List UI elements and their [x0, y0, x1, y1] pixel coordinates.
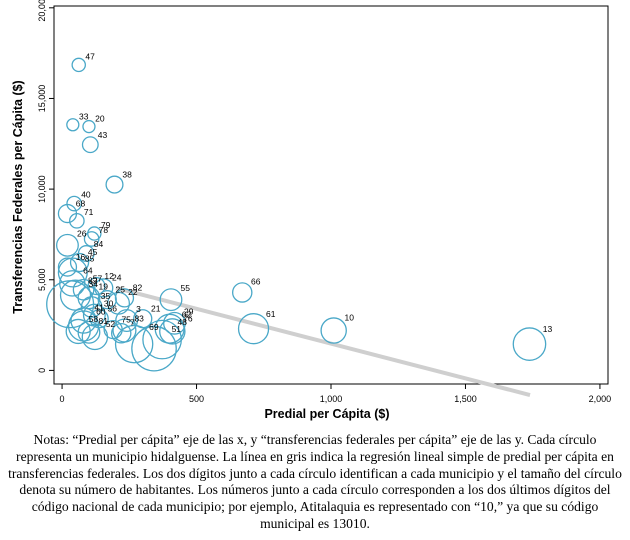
point-label: 13 — [543, 324, 553, 334]
data-point — [57, 257, 88, 288]
regression-line — [115, 285, 531, 397]
point-label: 22 — [128, 287, 138, 297]
scatter-chart: 0 500 1,000 1,500 2,000 0 5,000 10,000 15,000 20,… — [11, 0, 611, 421]
point-label: 40 — [81, 190, 91, 200]
point-label: 82 — [133, 283, 143, 293]
point-label: 55 — [181, 283, 191, 293]
point-label: 66 — [251, 277, 261, 287]
point-label: 12 — [104, 271, 114, 281]
point-label: 43 — [98, 130, 108, 140]
x-tick-label: 0 — [60, 394, 65, 404]
data-point — [77, 320, 101, 344]
point-label: 30 — [104, 299, 114, 309]
point-label: 81 — [99, 316, 109, 326]
data-point — [81, 136, 99, 154]
y-axis-label: Transferencias Federales per Cápita ($) — [11, 80, 25, 313]
point-label: 16 — [76, 252, 86, 262]
point-label: 24 — [112, 273, 122, 283]
data-point — [131, 325, 177, 372]
data-point — [57, 257, 78, 277]
point-label: 7 — [130, 318, 135, 328]
data-point — [82, 119, 96, 134]
plot-area: 0 500 1,000 1,500 2,000 0 5,000 10,000 15,000 20,… — [37, 0, 611, 404]
data-point — [72, 278, 95, 301]
data-point — [94, 278, 114, 298]
point-label: 75 — [121, 314, 131, 324]
point-label: 48 — [178, 317, 188, 327]
data-point — [97, 290, 117, 310]
data-point — [110, 322, 132, 344]
data-point — [159, 318, 186, 345]
point-label: 38 — [122, 170, 132, 180]
data-point — [105, 175, 124, 194]
data-point — [66, 195, 83, 212]
point-label: 34 — [89, 279, 99, 289]
data-point — [103, 319, 123, 340]
point-label: 71 — [84, 207, 94, 217]
point-label: 52 — [106, 319, 116, 329]
data-point — [163, 311, 186, 335]
data-point — [87, 226, 102, 241]
point-label: 20 — [95, 113, 105, 123]
data-point — [69, 252, 90, 273]
y-tick-label: 10,000 — [37, 175, 47, 203]
data-point — [89, 309, 109, 329]
point-label: 33 — [79, 112, 89, 122]
data-point — [237, 313, 270, 345]
point-label: 21 — [151, 303, 161, 313]
point-label: 83 — [134, 314, 144, 324]
point-label: 61 — [266, 309, 276, 319]
point-label: 45 — [88, 247, 98, 257]
data-point — [87, 277, 106, 296]
point-label: 26 — [77, 229, 87, 239]
point-label: 29 — [184, 307, 194, 317]
x-axis-label: Predial per Cápita ($) — [264, 407, 389, 421]
data-point — [65, 318, 91, 345]
point-label: 82 — [88, 276, 98, 286]
y-tick-label: 0 — [37, 368, 47, 373]
data-point — [59, 270, 86, 297]
x-tick-label: 1,000 — [320, 394, 343, 404]
data-point — [55, 233, 79, 257]
point-label: 25 — [116, 284, 126, 294]
point-label: 56 — [107, 303, 117, 313]
point-label: 69 — [149, 322, 159, 332]
data-point — [232, 282, 253, 303]
y-tick-label: 5,000 — [37, 268, 47, 291]
data-point — [320, 317, 347, 344]
data-point — [69, 212, 85, 229]
point-label: 19 — [99, 281, 109, 291]
y-tick-label: 15,000 — [37, 85, 47, 113]
data-point — [133, 309, 153, 329]
point-label: 78 — [99, 225, 109, 235]
point-label: 76 — [183, 314, 193, 324]
point-label: 60 — [96, 306, 106, 316]
data-point — [512, 327, 547, 361]
point-label: 85 — [85, 253, 95, 263]
data-point — [71, 57, 86, 73]
x-tick-label: 1,500 — [454, 394, 477, 404]
data-point — [77, 245, 95, 262]
x-tick-label: 2,000 — [589, 394, 612, 404]
point-label: 57 — [93, 274, 103, 284]
point-label: 51 — [172, 324, 182, 334]
figure-notes: Notas: “Predial per cápita” eje de las x… — [8, 432, 622, 531]
point-label: 41 — [94, 303, 104, 313]
point-label: 62 — [182, 310, 192, 320]
point-label: 35 — [101, 291, 111, 301]
point-label: 3 — [136, 304, 141, 314]
data-point — [159, 288, 183, 312]
point-label: 10 — [345, 313, 355, 323]
point-label: 84 — [94, 239, 104, 249]
point-label: 68 — [76, 198, 86, 208]
point-label: 58 — [89, 314, 99, 324]
plot-frame — [53, 5, 609, 385]
point-label: 79 — [101, 220, 111, 230]
point-label: 47 — [85, 51, 95, 61]
x-tick-label: 500 — [189, 394, 204, 404]
y-tick-label: 20,000 — [37, 0, 47, 22]
data-point — [107, 291, 130, 315]
data-point — [66, 118, 80, 132]
point-label: 64 — [83, 266, 93, 276]
